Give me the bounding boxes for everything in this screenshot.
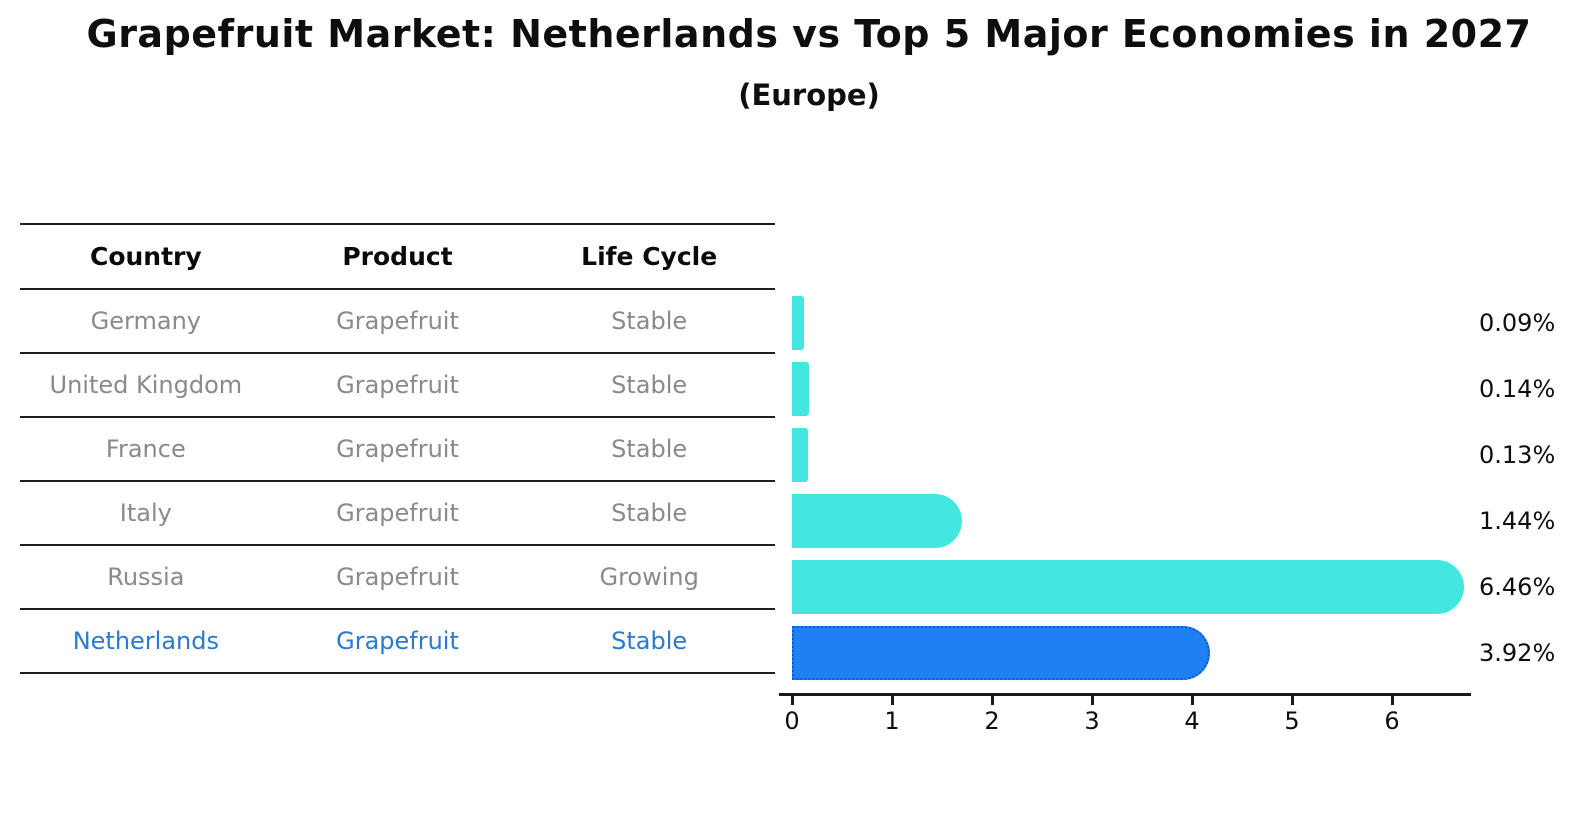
cell-country: United Kingdom [49,371,243,399]
value-label-italy: 1.44% [1479,507,1556,535]
value-label-germany: 0.09% [1479,309,1556,337]
table-header-row: Country Product Life Cycle [20,225,775,290]
bar-france [792,428,808,482]
bar-netherlands [792,626,1210,680]
chart-subtitle: (Europe) [738,78,880,112]
x-tick-label-2: 2 [984,707,1000,735]
x-tick-mark-4 [1191,696,1194,705]
cell-product: Grapefruit [336,307,459,335]
x-tick-mark-6 [1391,696,1394,705]
column-header-life-cycle: Life Cycle [581,242,718,271]
x-tick-mark-3 [1091,696,1094,705]
value-label-russia: 6.46% [1479,573,1556,601]
cell-country: Germany [90,307,201,335]
cell-product: Grapefruit [336,435,459,463]
x-tick-mark-5 [1291,696,1294,705]
cell-life-cycle: Stable [611,307,688,335]
cell-life-cycle: Stable [611,627,688,655]
cell-life-cycle: Stable [611,499,688,527]
table-row-france: France Grapefruit Stable [20,418,775,482]
country-table: Country Product Life Cycle Germany Grape… [20,223,775,674]
table-row-netherlands: Netherlands Grapefruit Stable [20,610,775,674]
column-header-product: Product [342,242,453,271]
table-row-russia: Russia Grapefruit Growing [20,546,775,610]
cell-product: Grapefruit [336,499,459,527]
bar-italy [792,494,962,548]
bar-russia [792,560,1464,614]
x-tick-label-1: 1 [884,707,900,735]
cell-life-cycle: Stable [611,371,688,399]
x-tick-label-3: 3 [1084,707,1100,735]
cell-country: Netherlands [72,627,219,655]
x-tick-mark-0 [791,696,794,705]
x-tick-label-4: 4 [1184,707,1200,735]
cell-life-cycle: Growing [599,563,699,591]
value-label-france: 0.13% [1479,441,1556,469]
cell-product: Grapefruit [336,563,459,591]
table-row-united-kingdom: United Kingdom Grapefruit Stable [20,354,775,418]
cell-product: Grapefruit [336,627,459,655]
x-axis-line [779,693,1471,696]
table-row-italy: Italy Grapefruit Stable [20,482,775,546]
x-tick-mark-2 [991,696,994,705]
cell-country: France [105,435,186,463]
x-tick-label-0: 0 [784,707,800,735]
x-tick-label-6: 6 [1384,707,1400,735]
x-tick-label-5: 5 [1284,707,1300,735]
value-label-netherlands: 3.92% [1479,639,1556,667]
cell-life-cycle: Stable [611,435,688,463]
bar-united-kingdom [792,362,809,416]
bar-germany [792,296,804,350]
table-row-germany: Germany Grapefruit Stable [20,290,775,354]
column-header-country: Country [89,242,202,271]
cell-country: Italy [119,499,172,527]
chart-title: Grapefruit Market: Netherlands vs Top 5 … [86,12,1532,56]
x-tick-mark-1 [891,696,894,705]
cell-product: Grapefruit [336,371,459,399]
value-label-united-kingdom: 0.14% [1479,375,1556,403]
cell-country: Russia [107,563,185,591]
